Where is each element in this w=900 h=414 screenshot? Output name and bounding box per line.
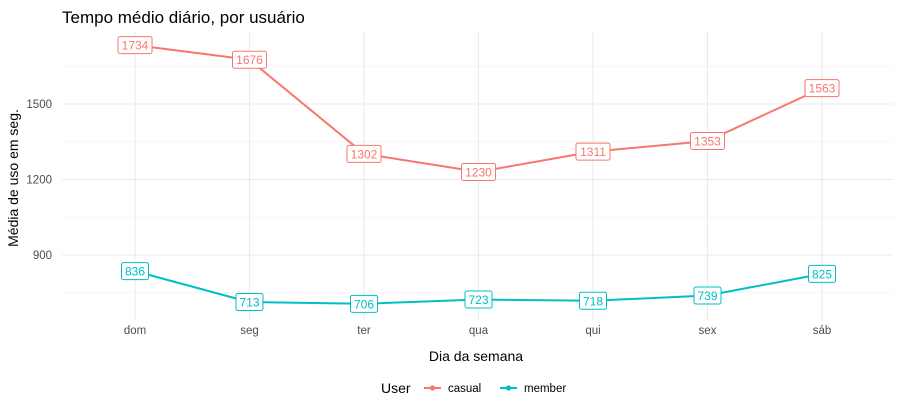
x-axis-tick-labels: dom seg ter qua qui sex sáb — [124, 325, 831, 337]
x-tick-label: qua — [469, 325, 489, 337]
legend-key-point — [505, 385, 512, 391]
data-label-text: 739 — [697, 289, 717, 303]
data-label-text: 1302 — [351, 147, 378, 161]
data-label-member: 739 — [693, 286, 722, 305]
data-label-box — [575, 142, 611, 161]
legend-label: member — [524, 383, 566, 395]
x-tick-label: seg — [240, 325, 259, 337]
data-label-casual: 1353 — [690, 131, 725, 150]
legend-label: casual — [448, 383, 481, 395]
y-tick-label: 1500 — [26, 99, 52, 111]
y-tick-label: 1200 — [26, 175, 52, 187]
data-label-member: 836 — [121, 262, 149, 281]
data-label-box — [461, 162, 496, 181]
legend-item-member: member — [500, 383, 566, 395]
data-label-box — [346, 144, 382, 163]
data-label-box — [235, 293, 264, 312]
data-label-member: 706 — [350, 294, 378, 313]
data-label-member: 825 — [808, 264, 836, 283]
data-label-box — [579, 291, 607, 310]
x-tick-label: sex — [699, 325, 717, 337]
data-label-text: 825 — [812, 267, 832, 281]
legend: User casual member — [381, 380, 566, 396]
y-axis-title: Média de uso em seg. — [5, 109, 21, 247]
data-label-box — [121, 262, 149, 281]
data-label-text: 723 — [468, 293, 488, 307]
data-label-box — [690, 131, 725, 150]
legend-title: User — [381, 380, 411, 396]
x-tick-label: sáb — [813, 325, 832, 337]
data-label-box — [464, 290, 493, 309]
x-tick-label: ter — [357, 325, 371, 337]
x-tick-label: qui — [585, 325, 600, 337]
data-label-box — [804, 79, 840, 98]
legend-items: casual member — [424, 383, 566, 395]
data-label-text: 836 — [125, 265, 145, 279]
data-label-text: 1563 — [809, 82, 836, 96]
x-axis-title: Dia da semana — [429, 348, 523, 364]
data-label-text: 706 — [354, 297, 374, 311]
data-label-text: 718 — [583, 294, 603, 308]
data-label-text: 1734 — [122, 39, 149, 53]
x-tick-label: dom — [124, 325, 146, 337]
data-label-casual: 1563 — [804, 79, 840, 98]
data-label-member: 723 — [464, 290, 493, 309]
data-label-box — [808, 264, 836, 283]
series-casual: 1734 1676 1302 1230 1311 1353 1563 — [117, 36, 840, 181]
data-label-text: 1230 — [465, 165, 492, 179]
series-member: 836 713 706 723 718 739 825 — [121, 262, 836, 313]
data-label-member: 713 — [235, 293, 264, 312]
data-label-text: 1353 — [694, 134, 721, 148]
data-label-text: 1311 — [580, 145, 606, 159]
data-label-box — [232, 50, 267, 69]
y-axis-tick-labels: 900 1200 1500 — [26, 99, 52, 262]
data-label-box — [350, 294, 378, 313]
legend-key-point — [429, 385, 436, 391]
data-label-casual: 1302 — [346, 144, 382, 163]
chart-title: Tempo médio diário, por usuário — [62, 8, 305, 27]
data-label-member: 718 — [579, 291, 607, 310]
data-label-casual: 1676 — [232, 50, 267, 69]
y-tick-label: 900 — [33, 250, 52, 262]
data-series: 1734 1676 1302 1230 1311 1353 1563 836 713 706 723… — [117, 36, 840, 313]
data-label-box — [117, 36, 153, 55]
data-label-box — [693, 286, 722, 305]
data-label-casual: 1734 — [117, 36, 153, 55]
legend-item-casual: casual — [424, 383, 481, 395]
data-label-casual: 1311 — [575, 142, 611, 161]
data-label-casual: 1230 — [461, 162, 496, 181]
data-label-text: 1676 — [236, 53, 263, 67]
data-label-text: 713 — [239, 296, 259, 310]
